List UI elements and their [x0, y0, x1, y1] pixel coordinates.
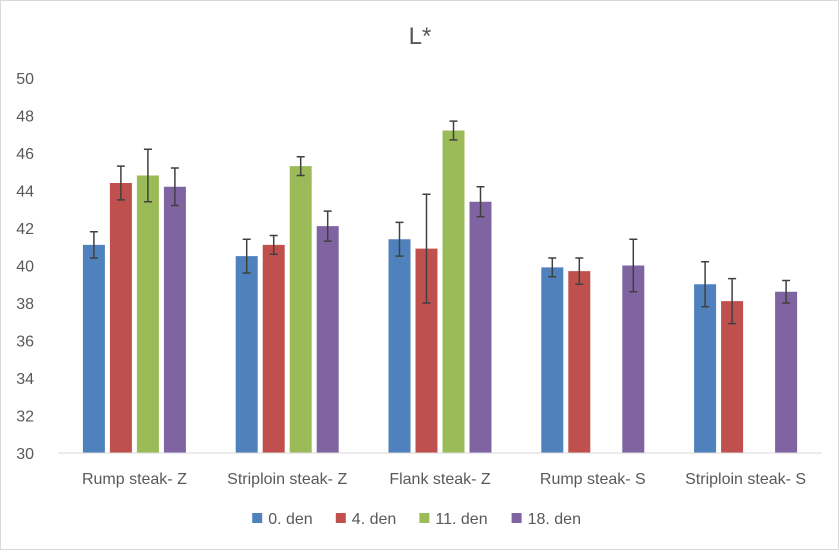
- legend-swatch: [252, 513, 263, 523]
- bar: [568, 271, 591, 453]
- bar: [388, 239, 411, 453]
- legend-label: 11. den: [435, 511, 487, 528]
- legend-label: 0. den: [268, 511, 312, 528]
- bar: [694, 284, 717, 453]
- chart-title: L*: [409, 23, 432, 50]
- legend-label: 4. den: [352, 511, 396, 528]
- y-tick-label: 40: [16, 259, 34, 276]
- x-category-label: Flank steak- Z: [389, 471, 491, 488]
- legend-swatch: [419, 513, 430, 523]
- x-category-label: Rump steak- S: [540, 471, 646, 488]
- bar: [775, 291, 798, 453]
- bar: [136, 175, 159, 453]
- bar: [415, 248, 438, 453]
- bar: [235, 256, 258, 453]
- x-category-label: Striploin steak- S: [685, 471, 806, 488]
- bar: [109, 183, 132, 453]
- legend: 0. den 4. den 11. den 18. den: [252, 511, 581, 528]
- bar: [316, 226, 339, 453]
- x-category-label: Striploin steak- Z: [227, 471, 347, 488]
- y-tick-label: 48: [16, 109, 34, 126]
- legend-swatch: [335, 513, 346, 523]
- y-tick-label: 44: [16, 184, 34, 201]
- y-tick-label: 30: [16, 446, 34, 463]
- legend-label: 18. den: [528, 511, 581, 528]
- legend-swatch: [511, 513, 522, 523]
- y-tick-label: 46: [16, 146, 34, 163]
- bar: [82, 244, 105, 453]
- bar: [721, 301, 744, 453]
- x-category-label: Rump steak- Z: [82, 471, 187, 488]
- bar: [289, 166, 312, 453]
- y-axis: 30 32 34 36 38 40 42 44 46 48 50: [16, 71, 34, 463]
- x-axis: Rump steak- Z Striploin steak- Z Flank ste…: [82, 471, 806, 488]
- bar: [262, 244, 285, 453]
- y-tick-label: 34: [16, 371, 34, 388]
- bar: [541, 267, 564, 453]
- bar: [622, 265, 645, 453]
- y-tick-label: 38: [16, 296, 34, 313]
- bar: [469, 201, 492, 453]
- y-tick-label: 36: [16, 334, 34, 351]
- bar: [163, 186, 186, 453]
- bar: [442, 130, 465, 453]
- bars: [82, 130, 798, 453]
- error-bars: [89, 120, 791, 325]
- y-tick-label: 42: [16, 221, 34, 238]
- y-tick-label: 32: [16, 409, 34, 426]
- y-tick-label: 50: [16, 71, 34, 88]
